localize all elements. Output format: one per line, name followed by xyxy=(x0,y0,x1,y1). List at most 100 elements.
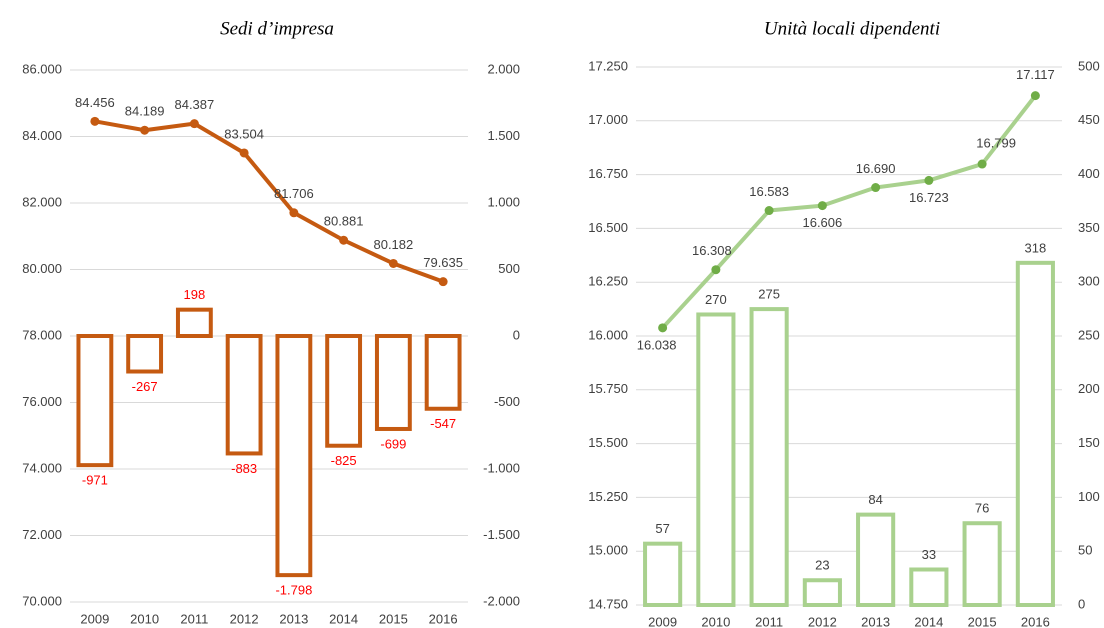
y-tick-label: 16.000 xyxy=(588,327,628,342)
y-tick-label: 82.000 xyxy=(22,194,62,209)
bar-value-label: 23 xyxy=(815,558,829,573)
y2-tick-label: 50 xyxy=(1078,543,1092,558)
bar xyxy=(856,512,896,608)
line-value-label: 83.504 xyxy=(224,126,264,141)
x-tick-label: 2016 xyxy=(429,611,458,626)
x-tick-label: 2009 xyxy=(80,611,109,626)
y-tick-label: 76.000 xyxy=(22,394,62,409)
x-tick-label: 2010 xyxy=(130,611,159,626)
y-tick-label: 84.000 xyxy=(22,128,62,143)
chart-title: Sedi d’impresa xyxy=(220,18,334,39)
chart-title: Unità locali dipendenti xyxy=(764,18,940,39)
bar xyxy=(802,578,842,608)
line-marker xyxy=(189,119,199,129)
y2-tick-label: -500 xyxy=(494,394,520,409)
line-marker xyxy=(438,277,448,287)
line-marker xyxy=(388,258,398,268)
bar xyxy=(643,541,683,608)
bar xyxy=(275,334,313,578)
line-marker xyxy=(871,183,881,193)
y2-tick-label: 0 xyxy=(513,327,520,342)
x-tick-label: 2015 xyxy=(968,614,997,628)
bar xyxy=(175,307,213,338)
line-value-label: 81.706 xyxy=(274,186,314,201)
bar-value-label: 275 xyxy=(758,287,780,302)
y2-tick-label: 400 xyxy=(1078,166,1100,181)
y-tick-label: 86.000 xyxy=(22,61,62,76)
bar-value-label: 318 xyxy=(1025,240,1047,255)
bar-value-label: 33 xyxy=(922,547,936,562)
line-marker xyxy=(711,265,721,275)
line-value-label: 84.189 xyxy=(125,104,165,119)
bar-value-label: -825 xyxy=(331,453,357,468)
bar-value-label: -699 xyxy=(380,436,406,451)
line-value-label: 79.635 xyxy=(423,255,463,270)
line-value-label: 80.881 xyxy=(324,214,364,229)
y-tick-label: 15.750 xyxy=(588,381,628,396)
x-tick-label: 2009 xyxy=(648,614,677,628)
x-tick-label: 2011 xyxy=(755,614,783,628)
bar xyxy=(696,312,736,607)
line xyxy=(94,119,444,284)
y-tick-label: 72.000 xyxy=(22,527,62,542)
y-tick-label: 78.000 xyxy=(22,327,62,342)
bar xyxy=(374,334,412,431)
y-tick-label: 15.250 xyxy=(588,489,628,504)
line-value-label: 80.182 xyxy=(373,237,413,252)
y2-tick-label: 450 xyxy=(1078,112,1100,127)
x-tick-label: 2012 xyxy=(230,611,259,626)
bar-value-label: -547 xyxy=(430,416,456,431)
y2-tick-label: 500 xyxy=(1078,58,1100,73)
y-tick-label: 16.250 xyxy=(588,274,628,289)
y2-tick-label: 2.000 xyxy=(487,61,520,76)
line-value-label: 16.583 xyxy=(749,184,789,199)
y-tick-label: 70.000 xyxy=(22,593,62,608)
x-tick-label: 2013 xyxy=(279,611,308,626)
y2-tick-label: 1.500 xyxy=(487,128,520,143)
y2-tick-label: 350 xyxy=(1078,220,1100,235)
line-value-label: 16.723 xyxy=(909,190,949,205)
y-tick-label: 15.500 xyxy=(588,435,628,450)
y-tick-label: 80.000 xyxy=(22,261,62,276)
line-marker xyxy=(817,201,827,211)
line-marker xyxy=(1030,91,1040,101)
y2-tick-label: 300 xyxy=(1078,274,1100,289)
x-tick-label: 2013 xyxy=(861,614,890,628)
line-value-label: 84.456 xyxy=(75,95,115,110)
line-marker xyxy=(90,116,100,126)
y2-tick-label: -2.000 xyxy=(483,593,520,608)
bar-value-label: 76 xyxy=(975,501,989,516)
y2-tick-label: -1.500 xyxy=(483,527,520,542)
bar xyxy=(909,567,949,608)
bar-value-label: 57 xyxy=(655,521,669,536)
y-tick-label: 17.250 xyxy=(588,58,628,73)
y-tick-label: 16.500 xyxy=(588,220,628,235)
bar-value-label: 198 xyxy=(184,287,206,302)
line-marker xyxy=(239,148,249,158)
x-tick-label: 2012 xyxy=(808,614,837,628)
bar-value-label: 84 xyxy=(868,492,882,507)
bar-value-label: -883 xyxy=(231,461,257,476)
line-value-label: 84.387 xyxy=(174,97,214,112)
y-tick-label: 14.750 xyxy=(588,596,628,611)
y2-tick-label: 100 xyxy=(1078,489,1100,504)
y2-tick-label: 150 xyxy=(1078,435,1100,450)
bar-value-label: -971 xyxy=(82,473,108,488)
bar xyxy=(749,307,789,607)
x-tick-label: 2010 xyxy=(701,614,730,628)
x-tick-label: 2014 xyxy=(329,611,358,626)
line-value-label: 16.038 xyxy=(637,337,677,352)
bar xyxy=(76,334,114,468)
y2-tick-label: 250 xyxy=(1078,327,1100,342)
bar xyxy=(424,334,462,411)
y2-tick-label: -1.000 xyxy=(483,460,520,475)
line-value-label: 16.690 xyxy=(856,161,896,176)
x-tick-label: 2014 xyxy=(914,614,943,628)
line-value-label: 16.799 xyxy=(976,135,1016,150)
bar-value-label: -267 xyxy=(132,379,158,394)
line-marker xyxy=(289,208,299,218)
bar xyxy=(325,334,363,448)
y2-tick-label: 0 xyxy=(1078,596,1085,611)
line-value-label: 16.606 xyxy=(802,215,842,230)
